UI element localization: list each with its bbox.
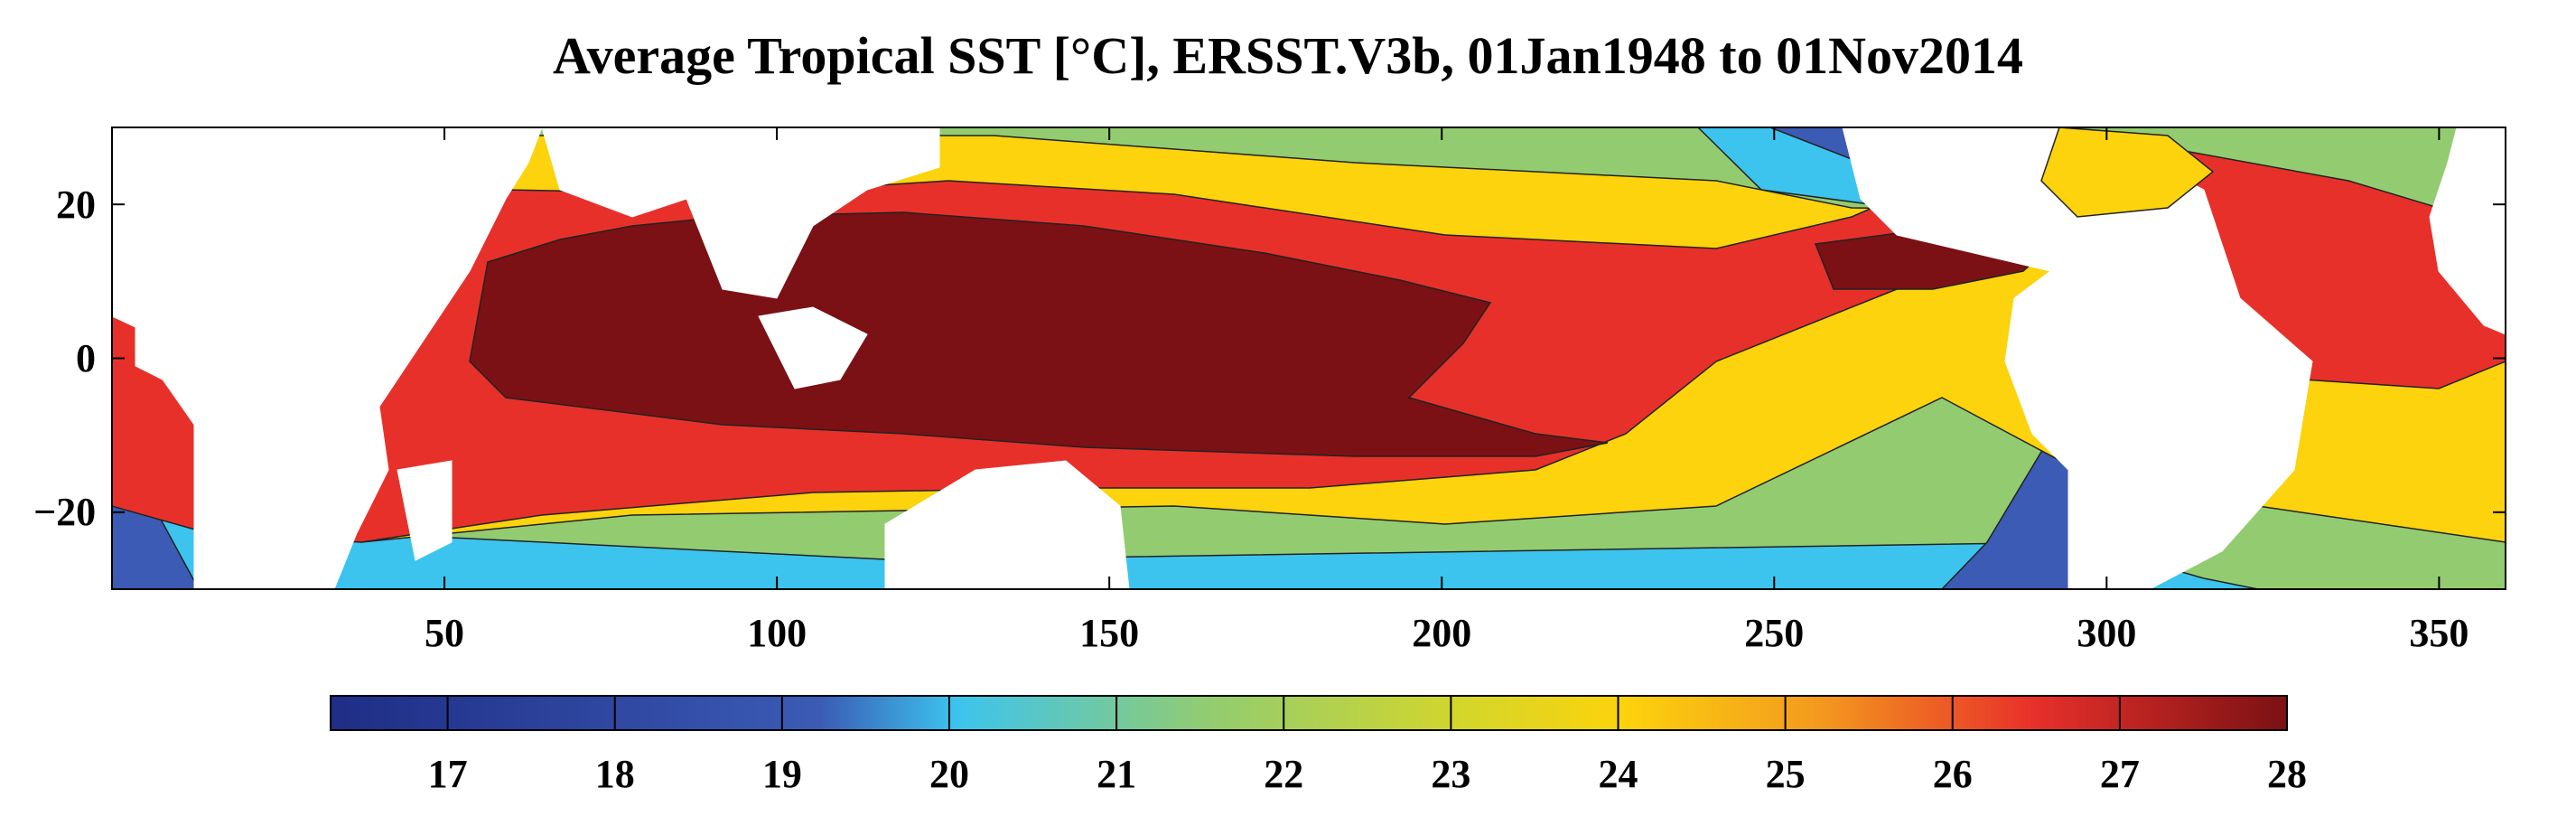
land-africa-east xyxy=(2429,127,2506,335)
colorbar-tick-label: 28 xyxy=(2267,751,2307,796)
x-tick-label: 100 xyxy=(747,610,807,655)
colorbar-tick-label: 24 xyxy=(1598,751,1638,796)
colorbar xyxy=(330,695,2288,731)
land-africa xyxy=(112,127,543,589)
land-asia xyxy=(541,127,940,299)
colorbar-tick-label: 20 xyxy=(929,751,969,796)
land-australia xyxy=(884,460,1130,589)
chart-title: Average Tropical SST [°C], ERSST.V3b, 01… xyxy=(553,26,2023,85)
colorbar-tick-label: 21 xyxy=(1097,751,1137,796)
colorbar-tick-label: 23 xyxy=(1431,751,1471,796)
x-tick-label: 200 xyxy=(1412,610,1472,655)
x-tick-label: 250 xyxy=(1744,610,1805,655)
x-tick-label: 300 xyxy=(2077,610,2137,655)
colorbar-tick-label: 19 xyxy=(761,751,802,796)
colorbar-tick-label: 18 xyxy=(594,751,635,796)
land-maritime xyxy=(758,306,868,389)
sst-map xyxy=(112,127,2506,589)
y-tick-label: 20 xyxy=(56,182,96,227)
x-tick-label: 50 xyxy=(425,610,465,655)
colorbar-ticks xyxy=(446,696,2288,730)
colorbar-tick-label: 27 xyxy=(2099,751,2140,796)
y-tick-label: 0 xyxy=(76,336,96,380)
colorbar-tick-label: 22 xyxy=(1264,751,1304,796)
colorbar-tick-label: 17 xyxy=(427,751,468,796)
axis-ticks xyxy=(112,127,2506,589)
region-sea-east-red xyxy=(2040,127,2215,218)
x-tick-label: 350 xyxy=(2409,610,2469,655)
colorbar-tick-label: 25 xyxy=(1765,751,1806,796)
land-madagascar xyxy=(397,460,453,561)
colorbar-tick-label: 26 xyxy=(1932,751,1973,796)
x-tick-label: 150 xyxy=(1079,610,1140,655)
y-tick-label: −20 xyxy=(33,490,97,535)
